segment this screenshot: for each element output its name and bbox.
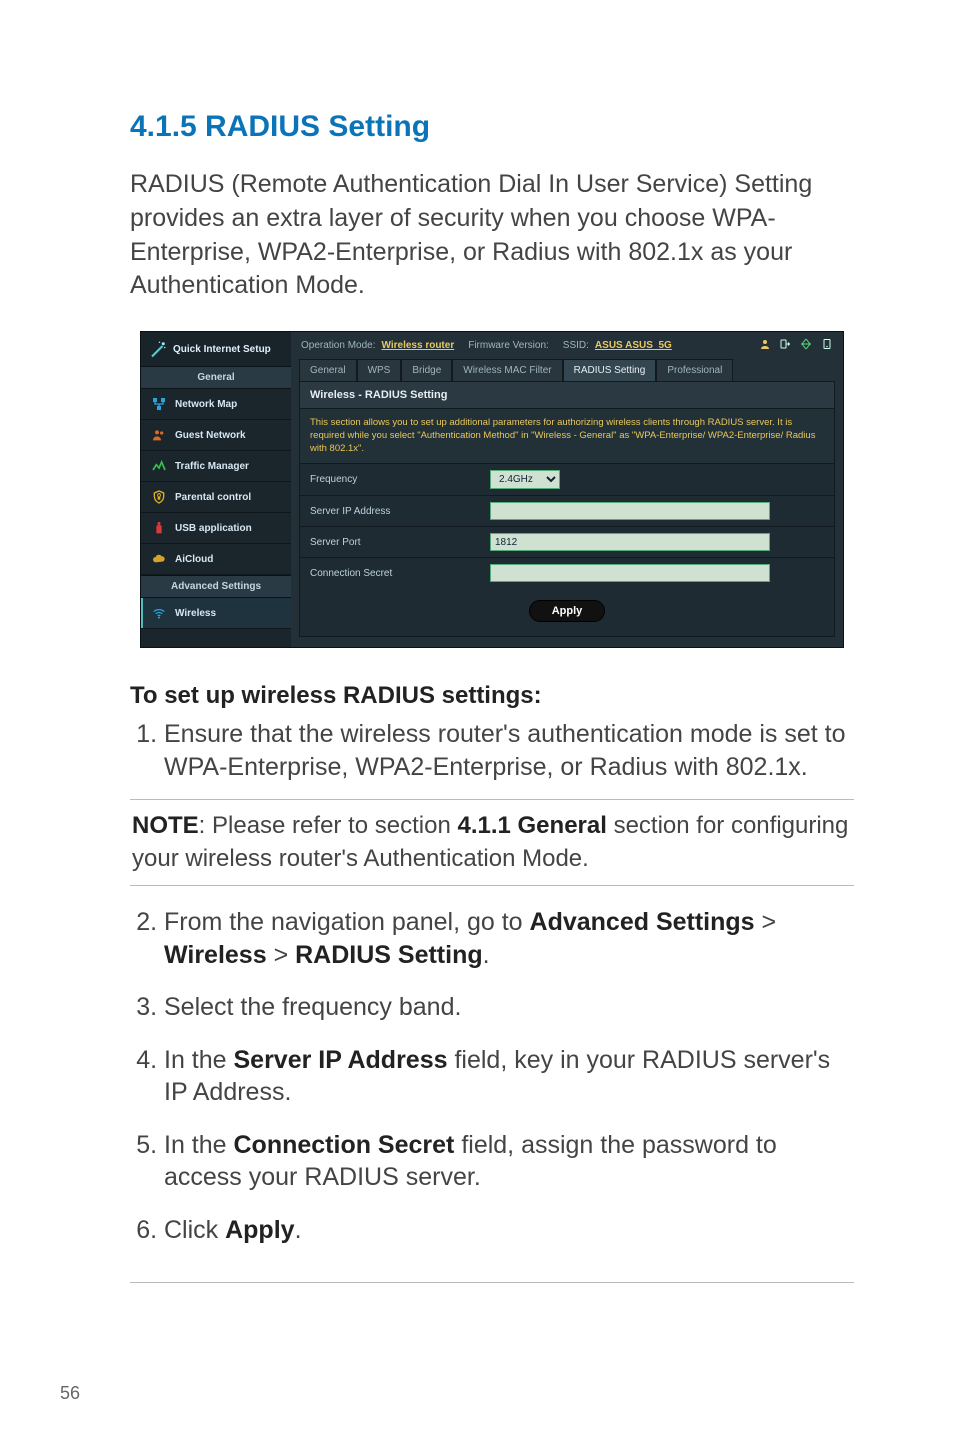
sidebar-item-usb-application[interactable]: USB application [141, 513, 291, 544]
tab-bridge[interactable]: Bridge [401, 359, 452, 381]
note-box: NOTE: Please refer to section 4.1.1 Gene… [130, 799, 854, 886]
sidebar-general-header: General [141, 366, 291, 389]
sidebar-item-wireless[interactable]: Wireless [141, 598, 291, 629]
step-2-text: From the navigation panel, go to [164, 908, 530, 936]
aicloud-icon [151, 551, 167, 567]
usb-application-icon [151, 520, 167, 536]
step-2-sep2: > [267, 941, 296, 969]
server-port-input[interactable] [490, 533, 770, 551]
reboot-icon[interactable] [821, 338, 833, 353]
apply-button[interactable]: Apply [529, 600, 606, 622]
tab-wireless-mac-filter[interactable]: Wireless MAC Filter [452, 359, 562, 381]
form-label: Connection Secret [300, 560, 480, 587]
topbar-icons [759, 338, 833, 353]
tab-wps[interactable]: WPS [357, 359, 402, 381]
screenshot-main: Operation Mode: Wireless router Firmware… [291, 332, 843, 647]
sidebar-item-parental-control[interactable]: Parental control [141, 482, 291, 513]
sidebar-item-label: Parental control [175, 492, 251, 503]
quick-setup-label: Quick Internet Setup [173, 344, 271, 355]
sidebar-item-label: Network Map [175, 399, 237, 410]
note-text-a: : Please refer to section [199, 812, 458, 839]
step-6: Click Apply. [164, 1214, 854, 1247]
tab-radius-setting[interactable]: RADIUS Setting [563, 359, 657, 381]
ssid-link[interactable]: ASUS ASUS_5G [595, 340, 672, 351]
sidebar-item-label: USB application [175, 523, 252, 534]
step-6-text-a: Click [164, 1216, 225, 1244]
network-map-icon [151, 396, 167, 412]
wand-icon [149, 340, 167, 358]
radius-panel: Wireless - RADIUS Setting This section a… [299, 381, 835, 637]
op-mode-label: Operation Mode: [301, 340, 376, 351]
sidebar-item-label: AiCloud [175, 554, 213, 565]
op-mode-link[interactable]: Wireless router [382, 340, 455, 351]
form-row-server-ip-address: Server IP Address [300, 496, 834, 527]
panel-title: Wireless - RADIUS Setting [300, 382, 834, 409]
step-6-bold: Apply [225, 1216, 294, 1244]
step-5: In the Connection Secret field, assign t… [164, 1129, 854, 1194]
footer-rule [130, 1282, 854, 1283]
tabs-row: GeneralWPSBridgeWireless MAC FilterRADIU… [299, 359, 835, 381]
form-row-server-port: Server Port [300, 527, 834, 558]
page-number: 56 [60, 1383, 80, 1404]
traffic-manager-icon [151, 458, 167, 474]
step-2-bold1: Advanced Settings [530, 908, 755, 936]
sidebar-item-label: Traffic Manager [175, 461, 249, 472]
form-label: Server Port [300, 529, 480, 556]
connection-secret-input[interactable] [490, 564, 770, 582]
form-label: Server IP Address [300, 498, 480, 525]
step-2-sep1: > [755, 908, 777, 936]
language-icon[interactable] [799, 338, 813, 353]
intro-paragraph: RADIUS (Remote Authentication Dial In Us… [130, 168, 854, 303]
parental-control-icon [151, 489, 167, 505]
panel-description: This section allows you to set up additi… [300, 409, 834, 464]
router-screenshot: Quick Internet Setup General Network Map… [140, 331, 844, 648]
wireless-icon [151, 605, 167, 621]
step-1: Ensure that the wireless router's authen… [164, 718, 854, 783]
step-5-bold: Connection Secret [234, 1131, 455, 1159]
section-heading: 4.1.5 RADIUS Setting [130, 110, 854, 144]
step-2-bold2: Wireless [164, 941, 267, 969]
server-ip-address-input[interactable] [490, 502, 770, 520]
step-4: In the Server IP Address field, key in y… [164, 1044, 854, 1109]
sidebar-item-guest-network[interactable]: Guest Network [141, 420, 291, 451]
step-6-text-c: . [295, 1216, 302, 1244]
ssid-label: SSID: [563, 340, 589, 351]
step-3: Select the frequency band. [164, 991, 854, 1024]
step-4-bold: Server IP Address [234, 1046, 448, 1074]
subheading: To set up wireless RADIUS settings: [130, 682, 854, 710]
form-row-frequency: Frequency 2.4GHz [300, 464, 834, 496]
step-5-text-a: In the [164, 1131, 234, 1159]
sidebar-item-label: Wireless [175, 608, 216, 619]
quick-internet-setup[interactable]: Quick Internet Setup [141, 332, 291, 366]
form-label: Frequency [300, 466, 480, 493]
tab-professional[interactable]: Professional [656, 359, 733, 381]
fw-label: Firmware Version: [468, 340, 549, 351]
sidebar-item-network-map[interactable]: Network Map [141, 389, 291, 420]
guest-network-icon [151, 427, 167, 443]
screenshot-topbar: Operation Mode: Wireless router Firmware… [291, 332, 843, 355]
step-2-bold3: RADIUS Setting [295, 941, 483, 969]
form-row-connection-secret: Connection Secret [300, 558, 834, 588]
user-icon[interactable] [759, 338, 771, 353]
note-bold: 4.1.1 General [457, 812, 606, 839]
sidebar-advanced-header: Advanced Settings [141, 575, 291, 598]
step-2: From the navigation panel, go to Advance… [164, 906, 854, 971]
note-prefix: NOTE [132, 812, 199, 839]
sidebar-item-aicloud[interactable]: AiCloud [141, 544, 291, 575]
sidebar-item-traffic-manager[interactable]: Traffic Manager [141, 451, 291, 482]
sidebar-item-label: Guest Network [175, 430, 246, 441]
tab-general[interactable]: General [299, 359, 357, 381]
frequency-select[interactable]: 2.4GHz [490, 470, 560, 489]
step-4-text-a: In the [164, 1046, 234, 1074]
step-2-end: . [483, 941, 490, 969]
logout-icon[interactable] [779, 338, 791, 353]
screenshot-sidebar: Quick Internet Setup General Network Map… [141, 332, 291, 647]
